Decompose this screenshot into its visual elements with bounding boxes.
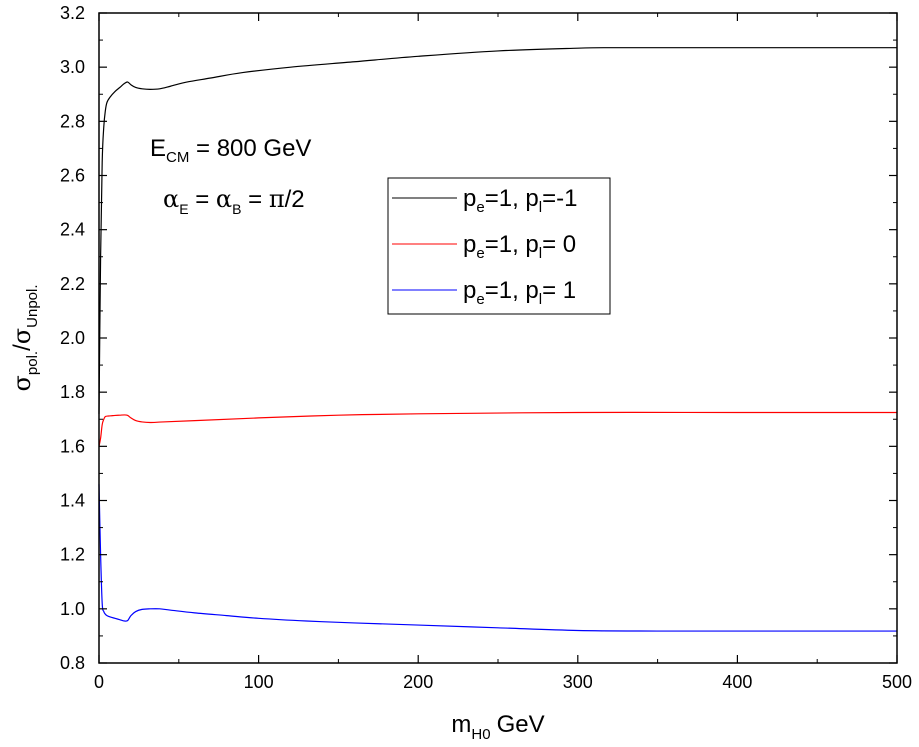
y-tick-label: 1.2: [60, 545, 85, 565]
annotation-alpha: αE = αB = π/2: [163, 185, 305, 217]
x-tick-label: 200: [403, 672, 433, 692]
legend-item-blue: pe=1, pl= 1: [392, 277, 576, 308]
x-tick-label: 400: [722, 672, 752, 692]
y-tick-label: 3.0: [60, 57, 85, 77]
legend-item-red: pe=1, pl= 0: [392, 231, 576, 262]
legend-label-blue: pe=1, pl= 1: [463, 277, 576, 308]
y-tick-label: 3.2: [60, 3, 85, 23]
x-tick-label: 100: [244, 672, 274, 692]
x-tick-label: 500: [882, 672, 912, 692]
series-line-black: [98, 47, 897, 414]
legend-item-black: pe=1, pl=-1: [392, 185, 577, 216]
y-tick-label: 2.0: [60, 328, 85, 348]
x-axis-title: mH0 GeV: [451, 711, 544, 743]
series-line-blue: [98, 484, 897, 632]
annotation-ecm: ECM = 800 GeV: [150, 135, 311, 166]
legend-label-red: pe=1, pl= 0: [463, 231, 576, 262]
y-tick-label: 1.6: [60, 436, 85, 456]
x-tick-label: 0: [94, 672, 104, 692]
legend-box: [387, 177, 611, 315]
y-axis-title: σpol./σUnpol.: [8, 285, 41, 392]
y-tick-label: 2.2: [60, 274, 85, 294]
series-line-red: [98, 411, 897, 447]
y-tick-label: 0.8: [60, 653, 85, 673]
y-tick-label: 1.0: [60, 599, 85, 619]
y-tick-label: 2.6: [60, 166, 85, 186]
legend-label-black: pe=1, pl=-1: [463, 185, 577, 216]
legend: pe=1, pl=-1 pe=1, pl= 0 pe=1, pl= 1: [387, 177, 611, 315]
y-tick-label: 1.8: [60, 382, 85, 402]
y-tick-label: 2.4: [60, 220, 85, 240]
tick-layer: 0 100 200 300 400 500 0.8 1.0 1.2 1.4 1.6 1.8 2.0 2.2…: [60, 3, 912, 692]
y-tick-label: 2.8: [60, 111, 85, 131]
x-tick-label: 300: [563, 672, 593, 692]
series-layer: [98, 47, 897, 632]
y-tick-label: 1.4: [60, 491, 85, 511]
